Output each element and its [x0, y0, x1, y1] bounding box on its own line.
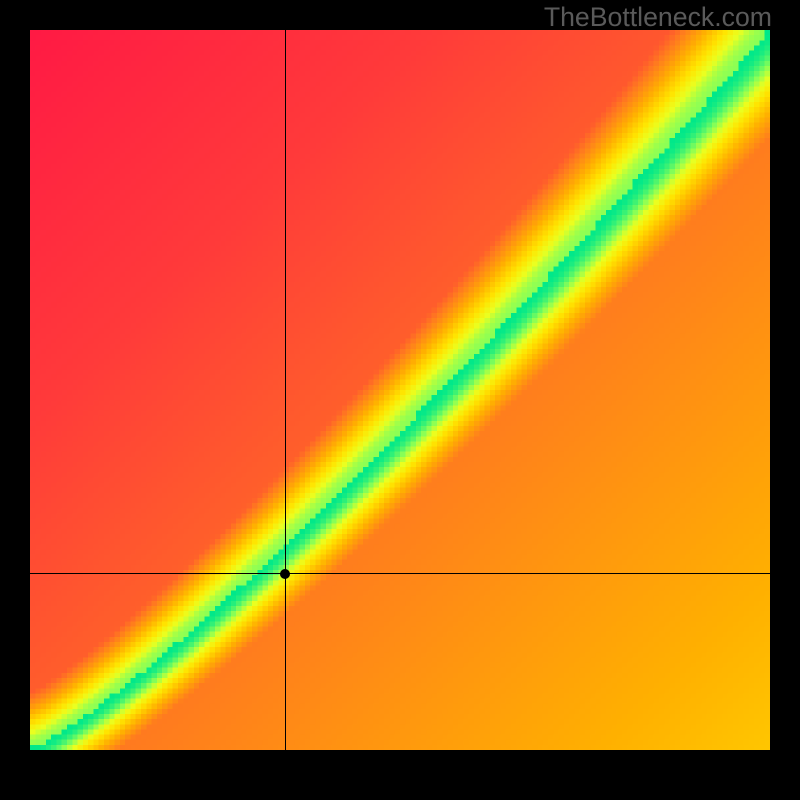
chart-frame: TheBottleneck.com: [0, 0, 800, 800]
crosshair-horizontal: [30, 573, 770, 574]
heatmap-canvas: [30, 30, 770, 750]
watermark-label: TheBottleneck.com: [544, 2, 772, 33]
crosshair-marker[interactable]: [280, 569, 290, 579]
crosshair-vertical: [285, 30, 286, 750]
plot-area: [30, 30, 770, 750]
